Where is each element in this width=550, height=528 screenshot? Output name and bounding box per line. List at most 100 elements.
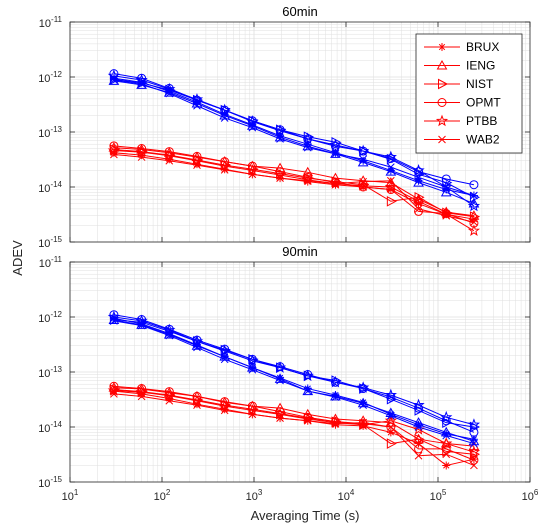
data-point xyxy=(107,384,121,396)
data-point xyxy=(414,439,423,448)
data-point xyxy=(303,416,312,425)
data-point xyxy=(165,156,174,165)
data-point xyxy=(301,132,314,145)
data-point xyxy=(331,419,340,428)
data-point xyxy=(276,373,285,382)
data-point xyxy=(329,375,342,388)
data-point xyxy=(220,355,229,364)
series-red-wab2 xyxy=(110,150,478,226)
data-point xyxy=(331,393,340,401)
data-point xyxy=(440,438,452,448)
panel-title: 60min xyxy=(282,4,317,19)
data-point xyxy=(137,153,146,161)
data-point xyxy=(414,403,424,413)
x-tick-label: 103 xyxy=(246,488,263,503)
series-line xyxy=(113,389,474,455)
data-point xyxy=(441,416,451,426)
data-point xyxy=(276,174,284,182)
data-point xyxy=(469,180,479,190)
data-point xyxy=(442,183,451,191)
legend-marker xyxy=(438,78,449,90)
data-point xyxy=(246,115,259,127)
data-point xyxy=(386,163,395,171)
data-point xyxy=(137,80,146,88)
data-point xyxy=(440,437,453,449)
legend-label: IENG xyxy=(466,59,495,73)
series-line xyxy=(113,317,475,440)
data-point xyxy=(248,410,257,419)
data-point xyxy=(276,376,284,385)
series-red-wab2 xyxy=(110,390,478,470)
series-line xyxy=(113,147,474,217)
data-point xyxy=(137,151,146,160)
series-line xyxy=(113,79,475,198)
data-point xyxy=(414,433,425,445)
data-point xyxy=(108,382,120,392)
panel-1: 10-15 10-14 10-13 10-12 10-11 60min BRUX IENG NI… xyxy=(38,4,531,250)
data-point xyxy=(386,166,395,175)
data-point xyxy=(109,141,119,151)
data-point xyxy=(303,140,312,149)
y-tick-label: 10-12 xyxy=(38,70,62,85)
x-tick-label: 102 xyxy=(154,488,171,503)
data-point xyxy=(359,418,368,427)
legend-marker xyxy=(435,114,449,127)
y-tick-label: 10-11 xyxy=(39,15,63,30)
data-point xyxy=(135,73,148,86)
data-point xyxy=(273,168,287,181)
series-line xyxy=(113,320,475,445)
data-point xyxy=(359,401,368,409)
data-point xyxy=(192,95,202,105)
data-point xyxy=(220,114,229,122)
data-point xyxy=(220,405,229,414)
series-red-ptbb xyxy=(107,384,481,458)
data-point xyxy=(192,400,201,409)
data-point xyxy=(275,407,285,417)
data-point xyxy=(276,414,284,422)
y-tick-label: 10-12 xyxy=(38,310,62,325)
data-point xyxy=(331,136,342,148)
data-point xyxy=(442,211,451,220)
series-line xyxy=(113,393,475,466)
data-point xyxy=(440,410,453,423)
data-point xyxy=(190,154,204,166)
data-point xyxy=(384,150,397,163)
data-point xyxy=(384,180,397,193)
data-point xyxy=(414,444,424,454)
series-line xyxy=(113,75,475,207)
data-point xyxy=(303,384,312,393)
data-point xyxy=(386,176,395,185)
series-line xyxy=(113,385,475,461)
x-tick-label: 101 xyxy=(62,488,79,503)
data-point xyxy=(163,323,176,336)
data-point xyxy=(219,351,231,361)
data-point xyxy=(386,195,397,207)
data-point xyxy=(165,331,174,340)
data-point xyxy=(469,421,480,433)
legend-marker xyxy=(436,59,448,70)
data-point xyxy=(470,439,478,448)
data-point xyxy=(414,206,424,216)
data-point xyxy=(220,157,230,167)
data-point xyxy=(385,177,397,187)
data-point xyxy=(276,131,285,140)
data-point xyxy=(469,435,478,444)
data-point xyxy=(220,166,229,174)
data-point xyxy=(442,429,451,438)
data-point xyxy=(303,143,312,152)
data-point xyxy=(470,218,478,226)
data-point xyxy=(218,399,231,412)
data-point xyxy=(414,173,423,182)
data-point xyxy=(108,142,120,152)
legend-label: BRUX xyxy=(466,40,499,54)
data-point xyxy=(412,398,425,411)
data-point xyxy=(386,410,395,419)
data-point xyxy=(248,123,257,132)
x-tick-label: 105 xyxy=(430,488,447,503)
x-tick-label: 104 xyxy=(338,488,355,503)
data-point xyxy=(107,310,121,323)
data-point xyxy=(467,418,481,430)
series-line xyxy=(113,153,475,223)
data-point xyxy=(248,170,257,179)
data-point xyxy=(165,155,174,164)
